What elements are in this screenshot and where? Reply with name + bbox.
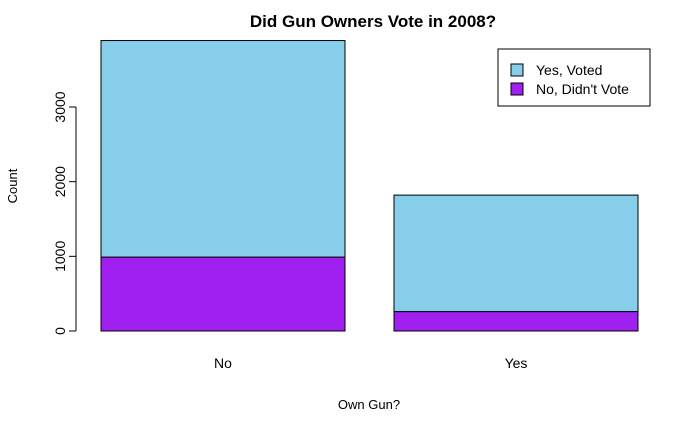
y-axis: 0 1000 2000 3000: [52, 91, 77, 335]
y-tick-label: 1000: [52, 241, 68, 272]
bars: [100, 40, 639, 332]
legend-swatch: [510, 63, 524, 77]
chart-title: Did Gun Owners Vote in 2008?: [250, 12, 496, 31]
legend-label: No, Didn't Vote: [536, 81, 629, 97]
y-tick-label: 3000: [52, 91, 68, 122]
legend-box: [497, 48, 651, 107]
y-tick-label: 0: [52, 327, 68, 335]
bar-yes-didnt-vote: [393, 311, 639, 332]
legend-swatch: [510, 82, 524, 96]
legend-label: Yes, Voted: [536, 62, 602, 78]
legend: Yes, Voted No, Didn't Vote: [497, 48, 651, 107]
x-tick-label: No: [214, 355, 232, 371]
y-axis-label: Count: [5, 168, 20, 203]
bar-no-voted: [100, 40, 346, 258]
y-tick-label: 2000: [52, 166, 68, 197]
bar-no-didnt-vote: [100, 256, 346, 332]
x-axis-label: Own Gun?: [338, 397, 400, 412]
x-axis-ticks: No Yes: [214, 355, 527, 371]
bar-yes-voted: [393, 194, 639, 313]
x-tick-label: Yes: [505, 355, 528, 371]
